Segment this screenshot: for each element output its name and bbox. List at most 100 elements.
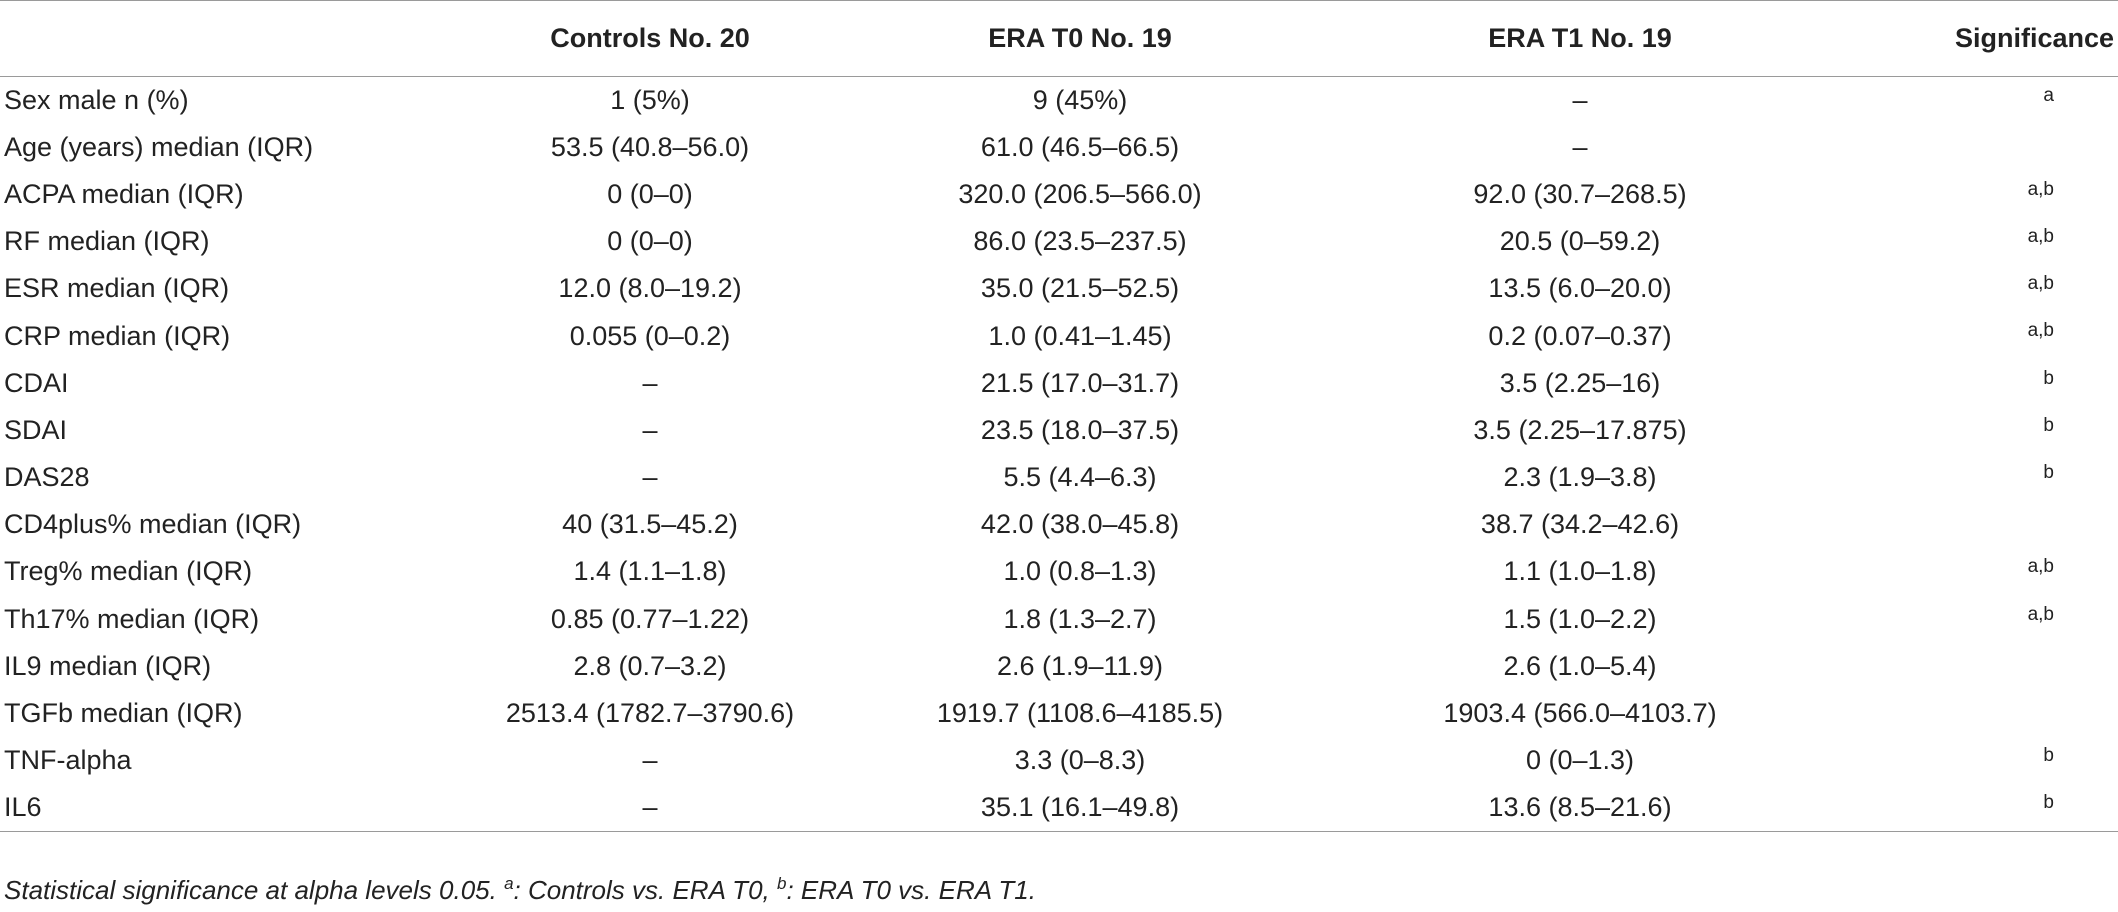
footnote-mark-b: b [776,874,787,893]
controls-value: 53.5 (40.8–56.0) [550,131,750,162]
row-label: Sex male n (%) [4,84,189,115]
header-row: Controls No. 20 ERA T0 No. 19 ERA T1 No.… [0,0,2118,77]
era-t1-value: 3.5 (2.25–16) [1499,367,1661,398]
table-body: Sex male n (%) 1 (5%) 9 (45%) – a Age (years)… [0,77,2118,833]
era-t1-value: 2.3 (1.9–3.8) [1503,462,1657,493]
era-t1-value: 13.5 (6.0–20.0) [1488,273,1672,304]
era-t0-value: 21.5 (17.0–31.7) [980,367,1180,398]
row-label: ESR median (IQR) [4,273,230,304]
significance-value: a,b [2027,603,2054,625]
era-t0-value: 5.5 (4.4–6.3) [1003,462,1157,493]
table-row: RF median (IQR) 0 (0–0) 86.0 (23.5–237.5) 2… [0,218,2118,265]
era-t1-value: 38.7 (34.2–42.6) [1480,509,1680,540]
era-t0-value: 86.0 (23.5–237.5) [973,226,1187,257]
significance-value: a,b [2027,320,2054,342]
significance-value [1830,124,2118,171]
era-t0-value: 1.0 (0.8–1.3) [1003,556,1157,587]
controls-value: 1 (5%) [610,84,690,115]
controls-value: 0.85 (0.77–1.22) [550,603,750,634]
significance-value [1830,643,2118,690]
table-row: IL6–35.1 (16.1–49.8) 13.6 (8.5–21.6) b [0,784,2118,833]
table-row: TNF-alpha – 3.3 (0–8.3) 0 (0–1.3) b [0,737,2118,784]
controls-value: – [642,414,658,445]
controls-value: – [470,784,830,833]
era-t0-value: 35.1 (16.1–49.8) [830,784,1330,833]
era-t1-value: 92.0 (30.7–268.5) [1473,178,1687,209]
era-t0-value: 23.5 (18.0–37.5) [980,414,1180,445]
row-label: IL9 median (IQR) [4,650,212,681]
table-row: Treg% median (IQR) 1.4 (1.1–1.8) 1.0 (0.8–… [0,548,2118,595]
header-cell-era-t1: ERA T1 No. 19 [1330,0,1830,77]
significance-value [1830,690,2118,737]
era-t1-value: 3.5 (2.25–17.875) [1473,414,1687,445]
row-label: CD4plus% median (IQR) [4,509,302,540]
controls-value: 40 (31.5–45.2) [562,509,738,540]
row-label: CDAI [4,367,69,398]
era-t0-value: 3.3 (0–8.3) [1014,745,1146,776]
controls-value: – [642,745,658,776]
footnote-b-text: : ERA T0 vs. ERA T1. [786,875,1036,905]
table-footnote: Statistical significance at alpha levels… [4,875,1036,906]
controls-value: 0 (0–0) [607,226,693,257]
header-cell-label [0,0,470,77]
header-cell-controls: Controls No. 20 [470,0,830,77]
era-t1-value: 2.6 (1.0–5.4) [1503,650,1657,681]
significance-value: b [2043,462,2054,483]
significance-value: a,b [2027,273,2054,295]
table-row: SDAI – 23.5 (18.0–37.5) 3.5 (2.25–17.875) b [0,407,2118,454]
row-label: CRP median (IQR) [4,320,231,351]
table-row: CRP median (IQR) 0.055 (0–0.2) 1.0 (0.41–1… [0,312,2118,359]
table-row: ESR median (IQR) 12.0 (8.0–19.2) 35.0 (21.… [0,265,2118,312]
table-row: DAS28 – 5.5 (4.4–6.3) 2.3 (1.9–3.8) b [0,454,2118,501]
era-t0-value: 320.0 (206.5–566.0) [958,178,1202,209]
era-t1-value: 20.5 (0–59.2) [1499,226,1661,257]
significance-value: b [2043,745,2054,767]
table-row: CD4plus% median (IQR) 40 (31.5–45.2) 42.0 … [0,501,2118,548]
significance-value: a,b [2027,178,2054,200]
table-row: Sex male n (%) 1 (5%) 9 (45%) – a [0,77,2118,124]
significance-value: b [2043,414,2054,436]
significance-value [1830,501,2118,548]
footnote-prefix: Statistical significance at alpha levels… [4,875,505,905]
era-t1-value: 1.5 (1.0–2.2) [1503,603,1657,634]
data-table-container: Controls No. 20 ERA T0 No. 19 ERA T1 No.… [0,0,2118,833]
row-label: RF median (IQR) [4,226,210,257]
era-t1-value: 0.2 (0.07–0.37) [1488,320,1672,351]
controls-value: – [642,367,658,398]
table-header: Controls No. 20 ERA T0 No. 19 ERA T1 No.… [0,0,2118,77]
era-t0-value: 1.0 (0.41–1.45) [988,320,1172,351]
significance-value: a [2043,85,2054,106]
controls-value: 0 (0–0) [607,178,693,209]
controls-value: 0.055 (0–0.2) [569,320,731,351]
row-label: SDAI [4,414,68,445]
controls-value: 2513.4 (1782.7–3790.6) [505,698,795,729]
row-label: Treg% median (IQR) [4,556,253,587]
era-t0-value: 9 (45%) [1032,84,1128,115]
table-row: IL9 median (IQR) 2.8 (0.7–3.2) 2.6 (1.9–11… [0,643,2118,690]
row-label: Age (years) median (IQR) [4,131,314,162]
significance-value: b [1830,784,2118,833]
significance-value: b [2043,367,2054,389]
controls-value: 2.8 (0.7–3.2) [573,650,727,681]
era-t0-value: 2.6 (1.9–11.9) [996,650,1164,681]
table-row: Age (years) median (IQR) 53.5 (40.8–56.0)… [0,124,2118,171]
characteristics-table: Controls No. 20 ERA T0 No. 19 ERA T1 No.… [0,0,2118,833]
era-t1-value: 1903.4 (566.0–4103.7) [1443,698,1717,729]
significance-value: a,b [2027,556,2054,578]
row-label: ACPA median (IQR) [4,178,244,209]
era-t1-value: 0 (0–1.3) [1525,745,1635,776]
era-t0-value: 35.0 (21.5–52.5) [980,273,1180,304]
row-label: IL6 [0,784,470,833]
table-row: Th17% median (IQR) 0.85 (0.77–1.22) 1.8 (1… [0,596,2118,643]
table-row: TGFb median (IQR) 2513.4 (1782.7–3790.6) 1… [0,690,2118,737]
row-label: TNF-alpha [4,745,132,776]
era-t1-value: 13.6 (8.5–21.6) [1330,784,1830,833]
row-label: Th17% median (IQR) [4,603,260,634]
header-cell-era-t0: ERA T0 No. 19 [830,0,1330,77]
significance-value: a,b [2027,226,2054,248]
era-t0-value: 1919.7 (1108.6–4185.5) [936,698,1224,729]
footnote-a-text: : Controls vs. ERA T0, [513,875,777,905]
era-t1-value: – [1572,131,1588,162]
era-t0-value: 1.8 (1.3–2.7) [1003,603,1157,634]
footnote-mark-a: a [504,874,514,893]
